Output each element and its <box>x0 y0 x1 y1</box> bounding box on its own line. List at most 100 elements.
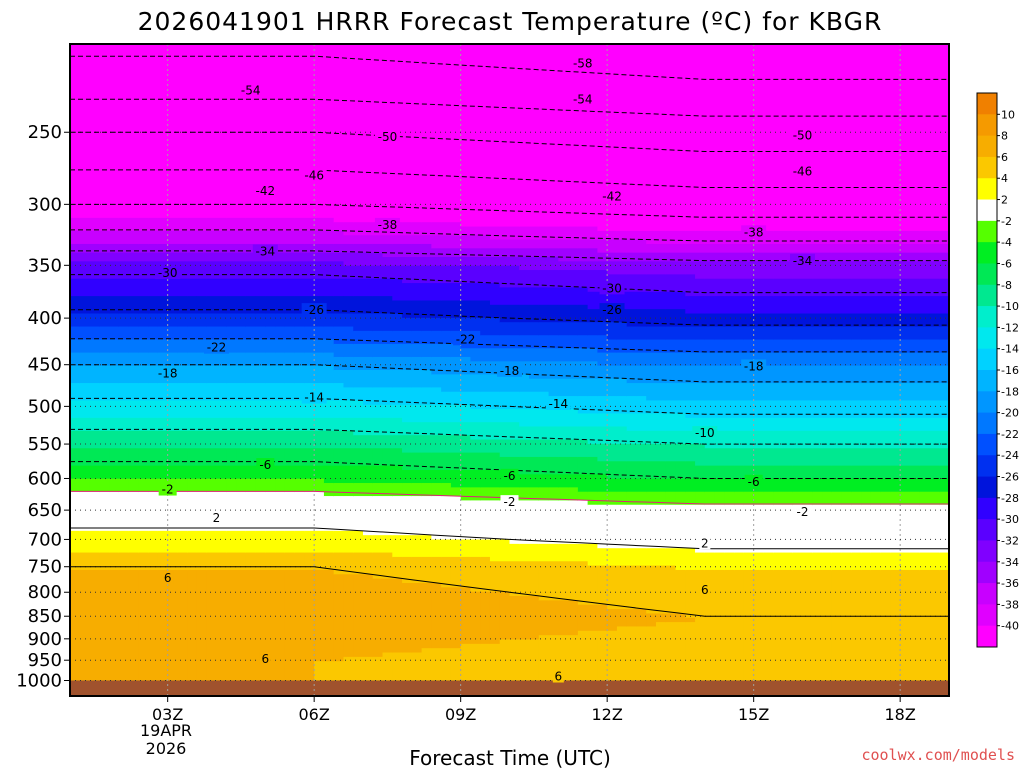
contour-label-bg <box>599 281 625 295</box>
chart-title: 2026041901 HRRR Forecast Temperature (ºC… <box>138 7 883 36</box>
y-tick-label: 1000 <box>16 670 62 691</box>
contour-label: -54 <box>241 84 261 98</box>
contour-label: -46 <box>793 164 813 178</box>
contour-label-bg <box>744 474 763 488</box>
x-tick-label: 09Z <box>445 705 476 724</box>
colorbar-tick-label: 8 <box>1001 130 1008 143</box>
contour-label: -42 <box>256 184 276 198</box>
contour-label: -18 <box>744 359 764 373</box>
contour-label-bg <box>158 482 177 496</box>
contour-label: -38 <box>744 225 764 239</box>
colorbar-tick-label: -36 <box>1001 577 1019 590</box>
isotherm-line <box>70 169 949 188</box>
isotherm-line <box>70 131 949 152</box>
x-tick-label: 03Z <box>152 705 183 724</box>
y-tick-label: 650 <box>28 500 62 521</box>
colorbar-tick-label: 6 <box>1001 151 1008 164</box>
isotherm-line <box>70 203 949 218</box>
colorbar-tick-label: -40 <box>1001 620 1019 633</box>
isotherm-line <box>70 566 949 617</box>
y-tick-label: 300 <box>28 194 62 215</box>
colorbar-bin <box>977 327 997 350</box>
contour-label: -50 <box>793 128 813 142</box>
colorbar-tick-label: -8 <box>1001 279 1012 292</box>
isotherm-line <box>70 229 949 242</box>
colorbar-bin <box>977 625 997 648</box>
contour-label-bg <box>500 468 519 482</box>
colorbar-tick-label: -20 <box>1001 407 1019 420</box>
contour-label-bg <box>374 129 400 143</box>
y-tick-label: 700 <box>28 529 62 550</box>
contour-label: -6 <box>259 458 271 472</box>
contour-label: -10 <box>695 426 715 440</box>
isotherm-line <box>70 98 949 117</box>
temperature-field: -58 -54 -54 -50 -50 -46 -46 -42 -42 -38 -38 -34 -34 -… <box>70 44 949 696</box>
isotherm-line <box>70 461 949 479</box>
contour-label-bg <box>545 396 571 410</box>
date-label-day: 19APR <box>140 721 192 740</box>
x-tick-label: 18Z <box>885 705 916 724</box>
colorbar-bin <box>977 583 997 605</box>
colorbar-bin <box>977 540 997 563</box>
y-tick-label: 550 <box>28 434 62 455</box>
colorbar-tick-label: -16 <box>1001 364 1019 377</box>
colorbar-bin <box>977 604 997 627</box>
contour-label: -18 <box>500 364 520 378</box>
contour-label-bg <box>453 332 479 346</box>
contour-label: 6 <box>262 652 270 666</box>
y-tick-label: 250 <box>28 122 62 143</box>
colorbar-bin <box>977 263 997 286</box>
colorbar-bin <box>977 284 997 307</box>
x-axis: 19APR 2026 03Z 06Z 09Z 12Z 15Z 18Z <box>140 696 916 758</box>
colorbar-bin <box>977 348 997 371</box>
colorbar-bin <box>977 391 997 414</box>
colorbar-tick-label: -34 <box>1001 556 1019 569</box>
colorbar-tick-label: -2 <box>1001 215 1012 228</box>
contour-label-bg <box>256 458 275 472</box>
contour-label: -42 <box>602 189 622 203</box>
contour-label: -30 <box>158 266 178 280</box>
colorbar-tick-label: -24 <box>1001 449 1019 462</box>
contour-label: -26 <box>304 303 324 317</box>
y-tick-label: 950 <box>28 650 62 671</box>
contour-label: 6 <box>164 571 172 585</box>
colorbar-tick-label: -30 <box>1001 513 1019 526</box>
contour-label: -46 <box>304 169 324 183</box>
contour-label: -34 <box>793 254 813 268</box>
y-tick-label: 450 <box>28 355 62 376</box>
colorbar-bin <box>977 220 997 243</box>
colorbar-tick-label: 2 <box>1001 194 1008 207</box>
contour-label-bg <box>599 189 625 203</box>
colorbar: 10 8 6 4 2 -2 -4 -6 -8 -10 -12 -14 -16 -18 -20 -22 -24 -2… <box>976 92 1019 648</box>
contour-label: -22 <box>207 341 227 355</box>
colorbar-bin <box>977 455 997 477</box>
contour-label-bg <box>699 536 711 550</box>
colorbar-tick-label: 10 <box>1001 108 1015 121</box>
contour-label-bg <box>252 183 278 197</box>
contour-label: -14 <box>304 391 324 405</box>
contour-label-bg <box>301 303 327 317</box>
colorbar-tick-label: -12 <box>1001 321 1019 334</box>
colorbar-bin <box>977 497 997 520</box>
contour-label: -2 <box>797 505 809 519</box>
contour-label-bg <box>252 244 278 258</box>
contour-label: 6 <box>701 583 709 597</box>
colorbar-tick-label: -32 <box>1001 534 1019 547</box>
contour-label-bg <box>211 510 222 524</box>
isotherm-line <box>70 309 949 326</box>
contour-label-bg <box>552 669 564 683</box>
plot-area: -58 -54 -54 -50 -50 -46 -46 -42 -42 -38 -38 -34 -34 -… <box>69 43 950 697</box>
contour-label-bg <box>162 571 174 585</box>
contour-label: -58 <box>573 56 593 70</box>
y-tick-label: 500 <box>28 396 62 417</box>
colorbar-tick-label: -4 <box>1001 236 1012 249</box>
contour-label-bg <box>790 128 815 142</box>
contour-label-bg <box>692 426 718 440</box>
y-tick-label: 800 <box>28 582 62 603</box>
contour-label: -54 <box>573 92 593 106</box>
contour-label: -2 <box>504 495 516 509</box>
contour-label-bg <box>790 253 815 267</box>
y-tick-label: 350 <box>28 255 62 276</box>
contour-label-bg <box>155 266 181 280</box>
